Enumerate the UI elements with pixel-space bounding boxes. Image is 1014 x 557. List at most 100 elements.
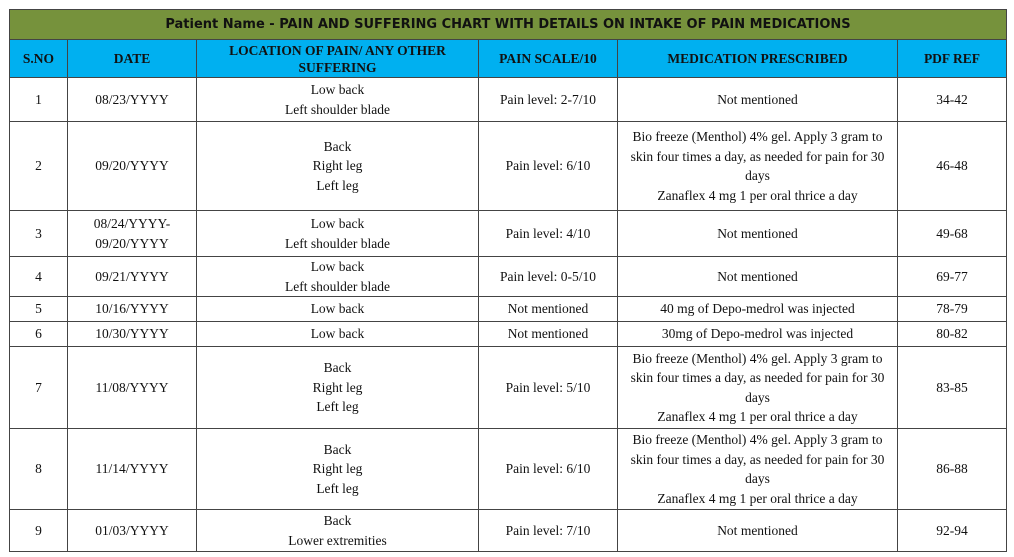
- cell-date-line: 09/20/YYYY: [95, 235, 169, 251]
- cell-location-line: Low back: [310, 326, 365, 342]
- header-pain-scale: PAIN SCALE/10: [478, 39, 618, 78]
- cell-date-line: 09/20/YYYY: [95, 158, 169, 174]
- table-row: 2 09/20/YYYY Back Right leg Left leg Pain lev…: [9, 121, 1007, 211]
- table-row: 6 10/30/YYYY Low back Not mentioned 30mg of …: [9, 321, 1007, 347]
- table-row: 8 11/14/YYYY Back Right leg Left leg Pain lev…: [9, 428, 1007, 510]
- table-row: 1 08/23/YYYY Low back Left shoulder blade Pa…: [9, 77, 1007, 122]
- cell-location-line: Back: [323, 513, 352, 528]
- header-pdf-ref: PDF REF: [897, 39, 1007, 78]
- table-row: 3 08/24/YYYY- 09/20/YYYY Low back Left shoul…: [9, 210, 1007, 257]
- cell-medication-line: Not mentioned: [717, 225, 798, 241]
- cell-date-line: 08/23/YYYY: [95, 91, 169, 107]
- cell-pdf-ref: 49-68: [897, 210, 1007, 257]
- cell-date: 09/21/YYYY: [67, 256, 197, 297]
- cell-sno: 1: [9, 77, 68, 122]
- cell-pain-scale: Pain level: 6/10: [478, 428, 618, 510]
- cell-medication-line: Zanaflex 4 mg 1 per oral thrice a day: [657, 409, 858, 424]
- cell-medication-line: Zanaflex 4 mg 1 per oral thrice a day: [657, 490, 858, 506]
- cell-sno: 4: [9, 256, 68, 297]
- cell-medication-line: Zanaflex 4 mg 1 per oral thrice a day: [657, 187, 858, 203]
- cell-sno: 7: [9, 346, 68, 429]
- cell-location: Back Right leg Left leg: [196, 121, 479, 211]
- cell-date-line: 01/03/YYYY: [95, 522, 169, 538]
- cell-pain-scale: Pain level: 5/10: [478, 346, 618, 429]
- pain-chart-table: Patient Name - PAIN AND SUFFERING CHART …: [9, 9, 1007, 552]
- cell-date-line: 09/21/YYYY: [95, 268, 169, 284]
- cell-date: 11/08/YYYY: [67, 346, 197, 429]
- cell-medication-line: Bio freeze (Menthol) 4% gel. Apply 3 gra…: [630, 129, 885, 183]
- cell-location-line: Right leg: [312, 379, 363, 395]
- cell-pdf-ref: 34-42: [897, 77, 1007, 122]
- cell-pdf-ref: 78-79: [897, 296, 1007, 322]
- cell-date: 09/20/YYYY: [67, 121, 197, 211]
- cell-location: Low back Left shoulder blade: [196, 210, 479, 257]
- cell-location-line: Low back: [310, 301, 365, 317]
- cell-date-line: 10/16/YYYY: [95, 301, 169, 317]
- header-sno: S.NO: [9, 39, 68, 78]
- cell-location-line: Low back: [310, 82, 365, 97]
- cell-date: 01/03/YYYY: [67, 509, 197, 552]
- cell-medication-line: 30mg of Depo-medrol was injected: [661, 326, 854, 342]
- cell-pain-scale: Pain level: 6/10: [478, 121, 618, 211]
- title-row: Patient Name - PAIN AND SUFFERING CHART …: [9, 9, 1007, 40]
- cell-location: Back Right leg Left leg: [196, 346, 479, 429]
- cell-date-line: 11/08/YYYY: [95, 379, 169, 395]
- cell-medication-line: 40 mg of Depo-medrol was injected: [660, 301, 855, 317]
- cell-date: 10/30/YYYY: [67, 321, 197, 347]
- cell-medication: Bio freeze (Menthol) 4% gel. Apply 3 gra…: [617, 428, 898, 510]
- cell-location: Low back Left shoulder blade: [196, 256, 479, 297]
- cell-location-line: Low back: [310, 259, 365, 274]
- cell-date-line: 08/24/YYYY-: [93, 216, 171, 231]
- cell-location-line: Back: [323, 360, 352, 376]
- cell-medication: Not mentioned: [617, 509, 898, 552]
- cell-pdf-ref: 92-94: [897, 509, 1007, 552]
- cell-location-line: Low back: [310, 216, 365, 231]
- cell-date: 08/24/YYYY- 09/20/YYYY: [67, 210, 197, 257]
- cell-sno: 6: [9, 321, 68, 347]
- cell-location-line: Left shoulder blade: [285, 101, 390, 117]
- cell-pain-scale: Pain level: 2-7/10: [478, 77, 618, 122]
- header-date: DATE: [67, 39, 197, 78]
- cell-date-line: 10/30/YYYY: [95, 326, 169, 342]
- cell-location-line: Left shoulder blade: [285, 235, 390, 251]
- cell-location: Back Right leg Left leg: [196, 428, 479, 510]
- cell-location: Low back: [196, 296, 479, 322]
- cell-sno: 3: [9, 210, 68, 257]
- cell-date: 08/23/YYYY: [67, 77, 197, 122]
- cell-medication-line: Not mentioned: [717, 268, 798, 284]
- cell-location: Back Lower extremities: [196, 509, 479, 552]
- cell-pain-scale: Pain level: 4/10: [478, 210, 618, 257]
- cell-pain-scale: Pain level: 0-5/10: [478, 256, 618, 297]
- cell-medication: Bio freeze (Menthol) 4% gel. Apply 3 gra…: [617, 121, 898, 211]
- cell-medication: 40 mg of Depo-medrol was injected: [617, 296, 898, 322]
- cell-medication-line: Not mentioned: [717, 91, 798, 107]
- cell-pdf-ref: 83-85: [897, 346, 1007, 429]
- cell-medication: Not mentioned: [617, 77, 898, 122]
- cell-sno: 5: [9, 296, 68, 322]
- cell-location-line: Right leg: [312, 158, 363, 174]
- cell-medication: Not mentioned: [617, 210, 898, 257]
- cell-sno: 8: [9, 428, 68, 510]
- cell-medication-line: Bio freeze (Menthol) 4% gel. Apply 3 gra…: [630, 350, 885, 405]
- cell-pain-scale: Not mentioned: [478, 296, 618, 322]
- table-row: 9 01/03/YYYY Back Lower extremities Pain lev…: [9, 509, 1007, 552]
- cell-location-line: Back: [323, 441, 352, 457]
- cell-pdf-ref: 46-48: [897, 121, 1007, 211]
- cell-medication-line: Not mentioned: [717, 522, 798, 538]
- cell-sno: 2: [9, 121, 68, 211]
- cell-location: Low back: [196, 321, 479, 347]
- table-title: Patient Name - PAIN AND SUFFERING CHART …: [9, 9, 1007, 40]
- cell-pdf-ref: 69-77: [897, 256, 1007, 297]
- table-row: 7 11/08/YYYY Back Right leg Left leg Pain lev…: [9, 346, 1007, 429]
- cell-medication-line: Bio freeze (Menthol) 4% gel. Apply 3 gra…: [630, 432, 885, 486]
- table-row: 5 10/16/YYYY Low back Not mentioned 40 mg of…: [9, 296, 1007, 322]
- cell-medication: 30mg of Depo-medrol was injected: [617, 321, 898, 347]
- header-row: S.NO DATE LOCATION OF PAIN/ ANY OTHER SU…: [9, 39, 1007, 78]
- cell-date: 11/14/YYYY: [67, 428, 197, 510]
- table-row: 4 09/21/YYYY Low back Left shoulder blade Pa…: [9, 256, 1007, 297]
- cell-location-line: Lower extremities: [288, 532, 387, 548]
- cell-location-line: Back: [323, 138, 352, 154]
- cell-sno: 9: [9, 509, 68, 552]
- cell-medication: Not mentioned: [617, 256, 898, 297]
- cell-pdf-ref: 80-82: [897, 321, 1007, 347]
